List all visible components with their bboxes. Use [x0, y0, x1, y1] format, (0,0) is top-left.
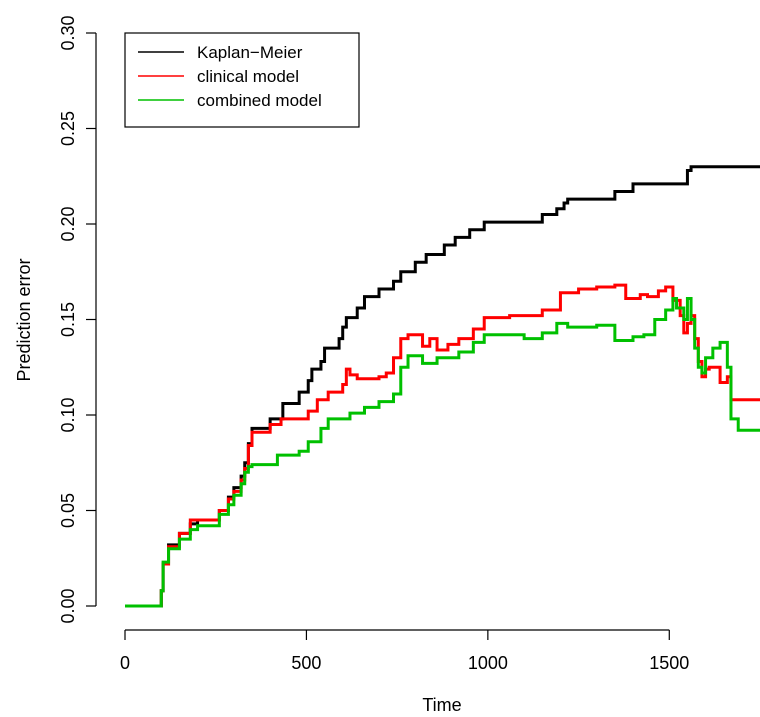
- x-tick-label: 1500: [649, 653, 689, 673]
- y-tick-label: 0.15: [58, 302, 78, 337]
- series-line-1: [125, 283, 760, 608]
- x-tick-label: 1000: [468, 653, 508, 673]
- series-lines: [125, 165, 760, 608]
- y-tick-label: 0.10: [58, 397, 78, 432]
- legend-label: combined model: [197, 91, 322, 110]
- series-line-0: [125, 165, 760, 608]
- legend-label: Kaplan−Meier: [197, 43, 303, 62]
- y-axis-label: Prediction error: [14, 258, 34, 381]
- x-tick-label: 0: [120, 653, 130, 673]
- y-tick-label: 0.00: [58, 588, 78, 623]
- y-tick-label: 0.30: [58, 15, 78, 50]
- legend-label: clinical model: [197, 67, 299, 86]
- y-tick-label: 0.20: [58, 206, 78, 241]
- axes: 0.00 0.05 0.10 0.15 0.20 0.25 0.30 0 500 1000 1500: [58, 15, 689, 673]
- x-axis-label: Time: [422, 695, 461, 715]
- y-tick-label: 0.25: [58, 111, 78, 146]
- y-tick-label: 0.05: [58, 493, 78, 528]
- legend: Kaplan−Meier clinical model combined model: [124, 32, 360, 128]
- x-tick-label: 500: [291, 653, 321, 673]
- legend-box: [124, 32, 360, 128]
- series-line-2: [125, 296, 760, 608]
